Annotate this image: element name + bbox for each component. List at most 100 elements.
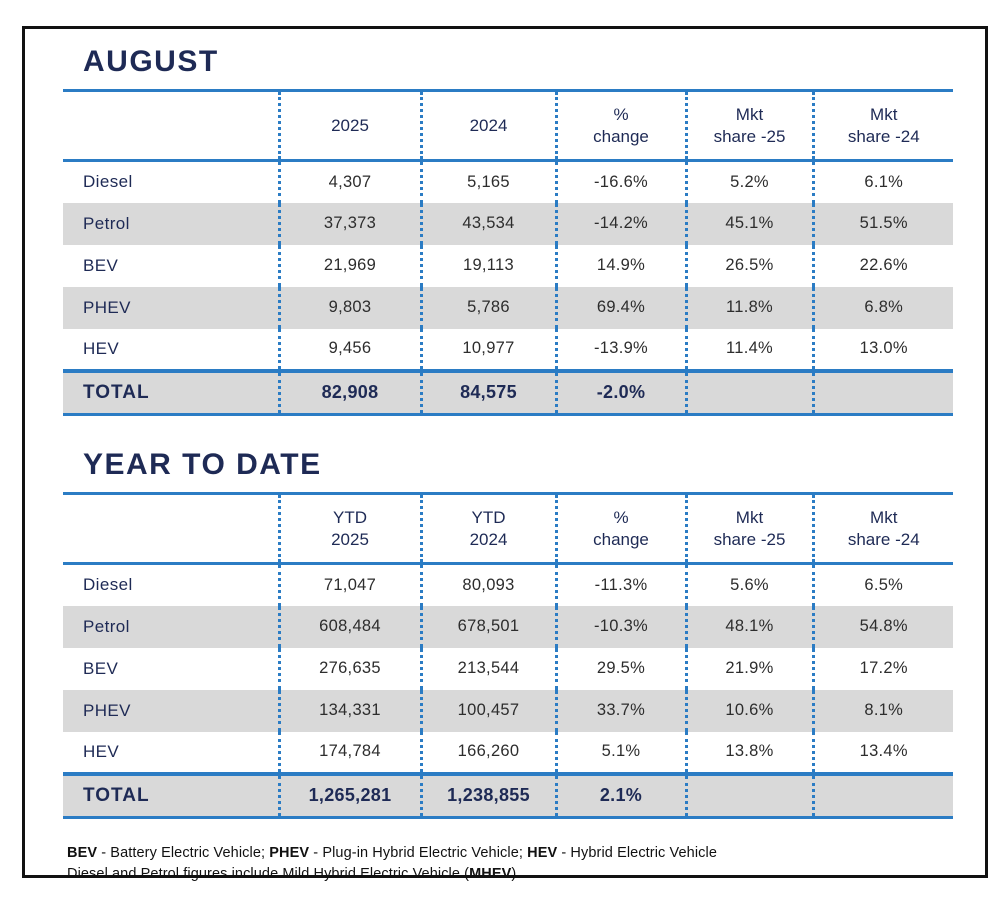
value-2025: 1,265,281 [277,771,421,819]
value-mkt-share-25 [684,368,813,416]
header-mkt-share-25: Mkt share -25 [684,493,813,565]
header-2025: 2025 [277,90,421,162]
value-mkt-share-25: 11.8% [684,286,813,329]
value-mkt-share-24: 22.6% [811,244,953,287]
value-mkt-share-24: 13.0% [811,328,953,371]
value-2024: 19,113 [419,244,556,287]
ytd-section-title: YEAR TO DATE [83,448,322,481]
value-pct-change: 5.1% [554,731,686,774]
header-pct-change: % change [554,90,686,162]
row-label: PHEV [63,689,279,732]
header-empty [63,493,279,565]
value-pct-change: -13.9% [554,328,686,371]
table-row-petrol: Petrol 37,373 43,534 -14.2% 45.1% 51.5% [63,202,953,245]
value-mkt-share-25: 48.1% [684,605,813,648]
value-2025: 71,047 [277,563,421,606]
header-mkt-share-25: Mkt share -25 [684,90,813,162]
ytd-header-row: YTD 2025 YTD 2024 % change Mkt share -25 Mkt… [63,493,953,565]
row-label: TOTAL [63,368,279,416]
value-mkt-share-24 [811,368,953,416]
value-mkt-share-24: 17.2% [811,647,953,690]
value-mkt-share-24: 6.8% [811,286,953,329]
report-frame: AUGUST 2025 2024 % change Mkt share -25 Mk… [22,26,988,882]
table-row-diesel: Diesel 71,047 80,093 -11.3% 5.6% 6.5% [63,563,953,606]
value-mkt-share-25: 45.1% [684,202,813,245]
header-pct-change: % change [554,493,686,565]
header-ytd-2025: YTD 2025 [277,493,421,565]
value-mkt-share-24: 51.5% [811,202,953,245]
header-empty [63,90,279,162]
value-mkt-share-25 [684,771,813,819]
august-table: 2025 2024 % change Mkt share -25 Mkt share … [63,89,953,416]
value-2025: 21,969 [277,244,421,287]
value-mkt-share-25: 10.6% [684,689,813,732]
value-mkt-share-25: 5.6% [684,563,813,606]
row-label: Diesel [83,575,133,595]
table-row-phev: PHEV 9,803 5,786 69.4% 11.8% 6.8% [63,286,953,329]
value-pct-change: 2.1% [554,771,686,819]
value-2024: 43,534 [419,202,556,245]
row-label: HEV [83,741,120,761]
value-pct-change: 33.7% [554,689,686,732]
header-ytd-2024: YTD 2024 [419,493,556,565]
value-mkt-share-24: 6.5% [811,563,953,606]
row-label: BEV [83,658,119,678]
value-mkt-share-24: 54.8% [811,605,953,648]
header-mkt-share-24: Mkt share -24 [811,493,953,565]
row-label: TOTAL [63,771,279,819]
table-row-hev: HEV 9,456 10,977 -13.9% 11.4% 13.0% [63,328,953,371]
table-row-bev: BEV 276,635 213,544 29.5% 21.9% 17.2% [63,647,953,690]
row-label: PHEV [63,286,279,329]
value-2024: 678,501 [419,605,556,648]
table-row-diesel: Diesel 4,307 5,165 -16.6% 5.2% 6.1% [63,160,953,203]
value-pct-change: -14.2% [554,202,686,245]
value-2024: 100,457 [419,689,556,732]
value-2024: 213,544 [419,647,556,690]
value-2025: 9,803 [277,286,421,329]
table-row-total: TOTAL 82,908 84,575 -2.0% [63,368,953,416]
august-section-title: AUGUST [83,45,219,78]
value-2024: 1,238,855 [419,771,556,819]
value-2024: 5,165 [419,160,556,203]
value-mkt-share-25: 26.5% [684,244,813,287]
row-label: Petrol [63,202,279,245]
footnote: BEV - Battery Electric Vehicle; PHEV - P… [67,843,949,885]
value-2025: 82,908 [277,368,421,416]
row-label: BEV [83,255,119,275]
table-row-phev: PHEV 134,331 100,457 33.7% 10.6% 8.1% [63,689,953,732]
value-mkt-share-25: 5.2% [684,160,813,203]
row-label: Petrol [63,605,279,648]
value-mkt-share-24: 13.4% [811,731,953,774]
table-row-total: TOTAL 1,265,281 1,238,855 2.1% [63,771,953,819]
value-2024: 5,786 [419,286,556,329]
footnote-line1: BEV - Battery Electric Vehicle; PHEV - P… [67,845,717,861]
august-header-row: 2025 2024 % change Mkt share -25 Mkt share … [63,90,953,162]
value-2025: 174,784 [277,731,421,774]
value-mkt-share-24: 8.1% [811,689,953,732]
table-row-bev: BEV 21,969 19,113 14.9% 26.5% 22.6% [63,244,953,287]
value-2025: 9,456 [277,328,421,371]
value-2025: 608,484 [277,605,421,648]
value-pct-change: 69.4% [554,286,686,329]
value-pct-change: -11.3% [554,563,686,606]
ytd-table: YTD 2025 YTD 2024 % change Mkt share -25 Mkt… [63,492,953,819]
value-mkt-share-24: 6.1% [811,160,953,203]
value-pct-change: -10.3% [554,605,686,648]
header-2024: 2024 [419,90,556,162]
value-pct-change: -2.0% [554,368,686,416]
value-2025: 134,331 [277,689,421,732]
value-pct-change: -16.6% [554,160,686,203]
value-2024: 84,575 [419,368,556,416]
table-row-hev: HEV 174,784 166,260 5.1% 13.8% 13.4% [63,731,953,774]
value-mkt-share-25: 11.4% [684,328,813,371]
value-mkt-share-25: 13.8% [684,731,813,774]
value-pct-change: 29.5% [554,647,686,690]
table-row-petrol: Petrol 608,484 678,501 -10.3% 48.1% 54.8… [63,605,953,648]
value-2025: 4,307 [277,160,421,203]
footnote-line2: Diesel and Petrol figures include Mild H… [67,866,517,883]
value-2024: 10,977 [419,328,556,371]
header-mkt-share-24: Mkt share -24 [811,90,953,162]
value-2025: 37,373 [277,202,421,245]
value-mkt-share-25: 21.9% [684,647,813,690]
row-label: Diesel [83,172,133,192]
